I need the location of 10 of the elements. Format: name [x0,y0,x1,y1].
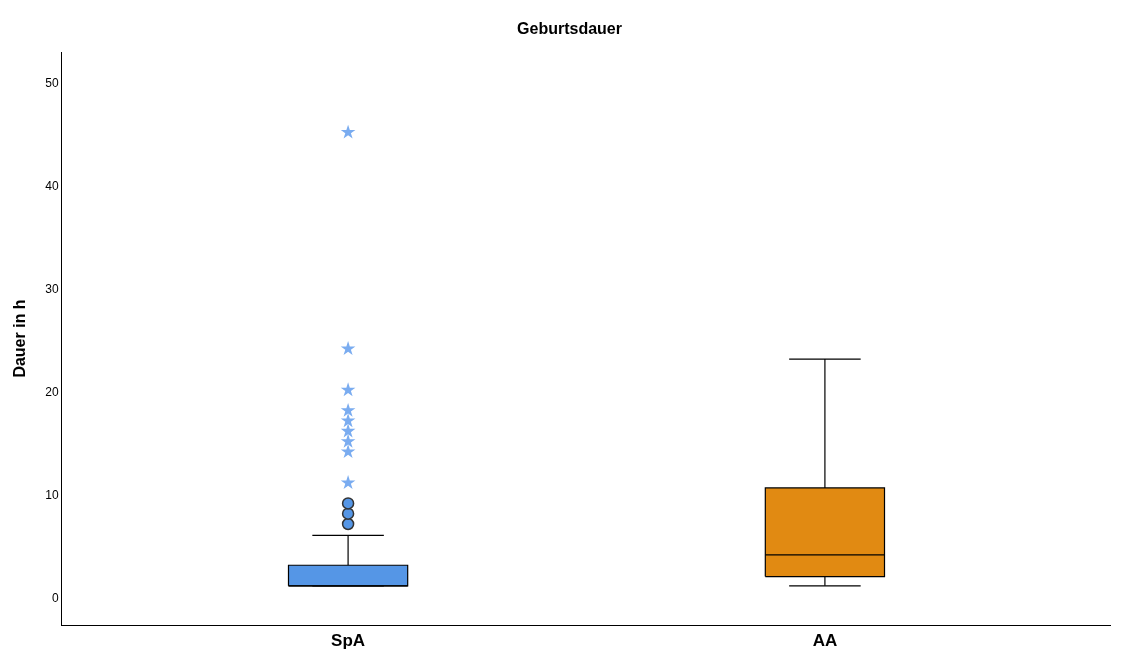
x-tick-label: SpA [331,631,366,651]
y-tick-label: 20 [45,385,59,400]
y-axis-title: Dauer in h [11,299,29,378]
y-tick-label: 30 [45,282,59,297]
x-tick-label: AA [812,631,838,651]
chart-title: Geburtsdauer [517,20,622,38]
y-tick-label: 0 [51,591,59,606]
y-tick-label: 10 [45,488,59,503]
y-tick-label: 40 [45,179,59,194]
y-tick-label: 50 [45,76,59,91]
